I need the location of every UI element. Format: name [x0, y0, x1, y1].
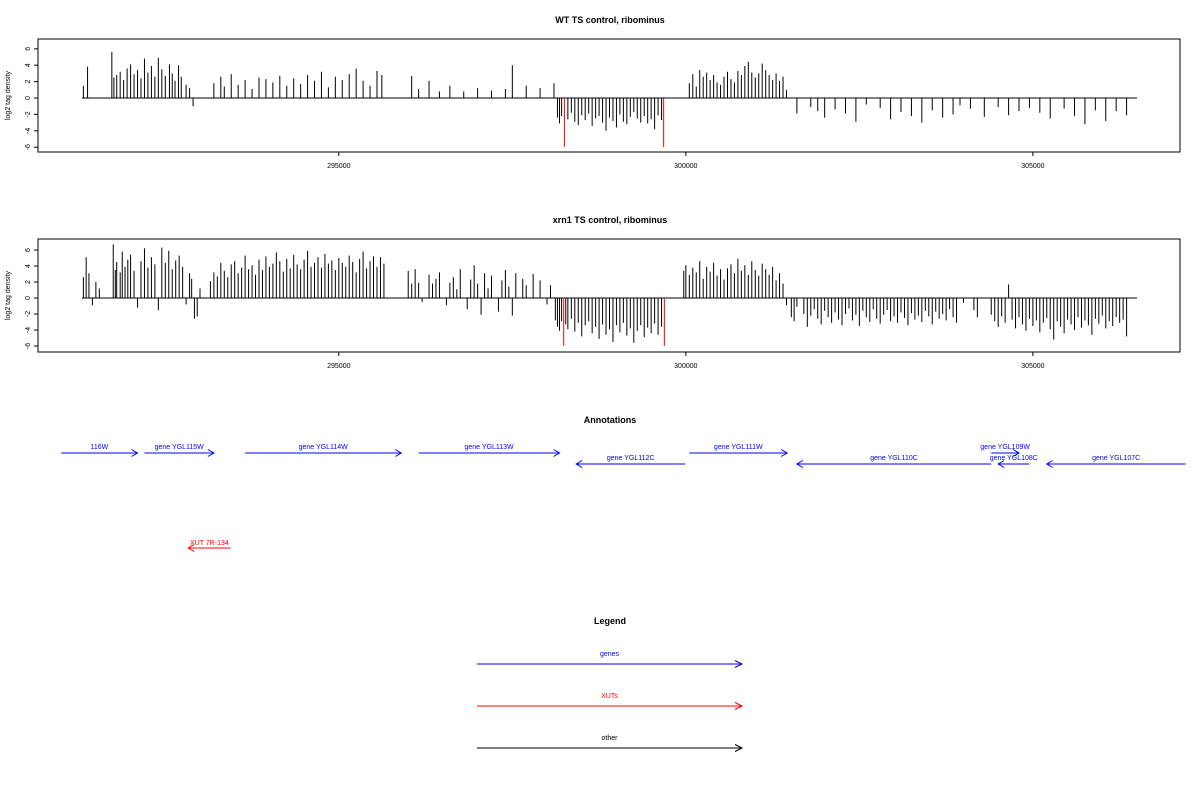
y-tick-label: -4: [25, 327, 32, 333]
y-tick-label: -6: [25, 343, 32, 349]
wt-density-panel: WT TS control, ribominus log2 tag densit…: [5, 15, 1181, 170]
feature-label: gene YGL109W: [980, 444, 1030, 451]
arrow-head: [131, 449, 139, 457]
legend-arrow-head: [734, 702, 744, 710]
x-tick-label: 295000: [327, 163, 350, 170]
legend-items: genes XUTs other: [477, 651, 744, 752]
x-tick-label: 295000: [327, 363, 350, 370]
feature-gene: gene YGL109W: [980, 444, 1030, 457]
legend-title: Legend: [594, 616, 626, 626]
xrn1-y-axis: -6 -4 -2 0 2 4 6: [25, 248, 38, 349]
xrn1-bars: [82, 244, 1137, 346]
wt-bars: [82, 52, 1137, 148]
feature-gene: gene YGL114W: [245, 444, 403, 457]
arrow-head: [780, 449, 789, 457]
arrow-head: [795, 460, 804, 468]
annotations-panel: Annotations 116W gene YGL115W gene YGL114W…: [61, 415, 1186, 552]
y-tick-label: 6: [25, 47, 32, 51]
feature-gene: gene YGL110C: [795, 455, 992, 468]
arrow-head: [997, 460, 1005, 468]
feature-gene: gene YGL107C: [1045, 455, 1186, 468]
feature-gene: gene YGL115W: [144, 444, 215, 457]
feature-label: gene YGL112C: [607, 455, 655, 462]
x-tick-label: 300000: [674, 363, 697, 370]
legend-panel: Legend genes XUTs other: [477, 616, 744, 752]
legend-item: other: [477, 735, 744, 752]
feature-gene: gene YGL111W: [689, 444, 789, 457]
annotations-title: Annotations: [584, 415, 637, 425]
feature-label: gene YGL111W: [714, 444, 763, 451]
feature-label: gene YGL113W: [464, 444, 514, 451]
arrow-head: [575, 460, 583, 468]
legend-item: XUTs: [477, 693, 744, 710]
feature-gene: gene YGL108C: [990, 455, 1038, 468]
legend-item: genes: [477, 651, 744, 668]
annotation-features: 116W gene YGL115W gene YGL114W gene YGL113W…: [61, 444, 1186, 552]
arrow-head: [1045, 460, 1054, 468]
feature-label: gene YGL108C: [990, 455, 1038, 462]
y-tick-label: 0: [25, 96, 32, 100]
wt-x-axis: 295000 300000 305000: [327, 152, 1045, 170]
arrow-head: [553, 449, 561, 457]
xrn1-y-axis-label: log2 tag density: [5, 270, 12, 320]
feature-label: gene YGL110C: [870, 455, 918, 462]
legend-label: XUTs: [601, 693, 618, 700]
x-tick-label: 305000: [1021, 363, 1044, 370]
arrow-head: [187, 544, 195, 552]
y-tick-label: 4: [25, 63, 32, 67]
xrn1-x-axis: 295000 300000 305000: [327, 352, 1045, 370]
arrow-head: [395, 449, 403, 457]
feature-label: gene YGL107C: [1092, 455, 1140, 462]
arrow-head: [207, 449, 215, 457]
feature-gene: gene YGL112C: [575, 455, 686, 468]
x-tick-label: 300000: [674, 163, 697, 170]
legend-label: other: [602, 735, 619, 742]
feature-gene: 116W: [61, 444, 139, 457]
wt-y-axis-label: log2 tag density: [5, 70, 12, 120]
y-tick-label: 2: [25, 80, 32, 84]
legend-label: genes: [600, 651, 620, 658]
y-tick-label: -6: [25, 144, 32, 150]
feature-gene: gene YGL113W: [418, 444, 561, 457]
feature-label: XUT 7R-134: [190, 540, 229, 547]
legend-arrow-head: [734, 744, 744, 752]
wt-plot-frame: [37, 38, 1181, 153]
y-tick-label: -2: [25, 311, 32, 317]
y-tick-label: 4: [25, 264, 32, 268]
y-tick-label: 6: [25, 248, 32, 252]
wt-y-axis: -6 -4 -2 0 2 4 6: [25, 47, 38, 150]
x-tick-label: 305000: [1021, 163, 1044, 170]
xrn1-panel-title: xrn1 TS control, ribominus: [553, 215, 668, 225]
feature-label: gene YGL114W: [299, 444, 349, 451]
y-tick-label: 2: [25, 280, 32, 284]
feature-xut: XUT 7R-134: [187, 540, 231, 552]
y-tick-label: -2: [25, 111, 32, 117]
feature-label: 116W: [90, 444, 108, 451]
feature-label: gene YGL115W: [155, 444, 205, 451]
xrn1-density-panel: xrn1 TS control, ribominus log2 tag dens…: [5, 215, 1181, 370]
arrow-head: [1012, 449, 1020, 457]
xrn1-plot-frame: [37, 238, 1181, 353]
y-tick-label: -4: [25, 128, 32, 134]
y-tick-label: 0: [25, 296, 32, 300]
wt-panel-title: WT TS control, ribominus: [555, 15, 665, 25]
legend-arrow-head: [734, 660, 744, 668]
